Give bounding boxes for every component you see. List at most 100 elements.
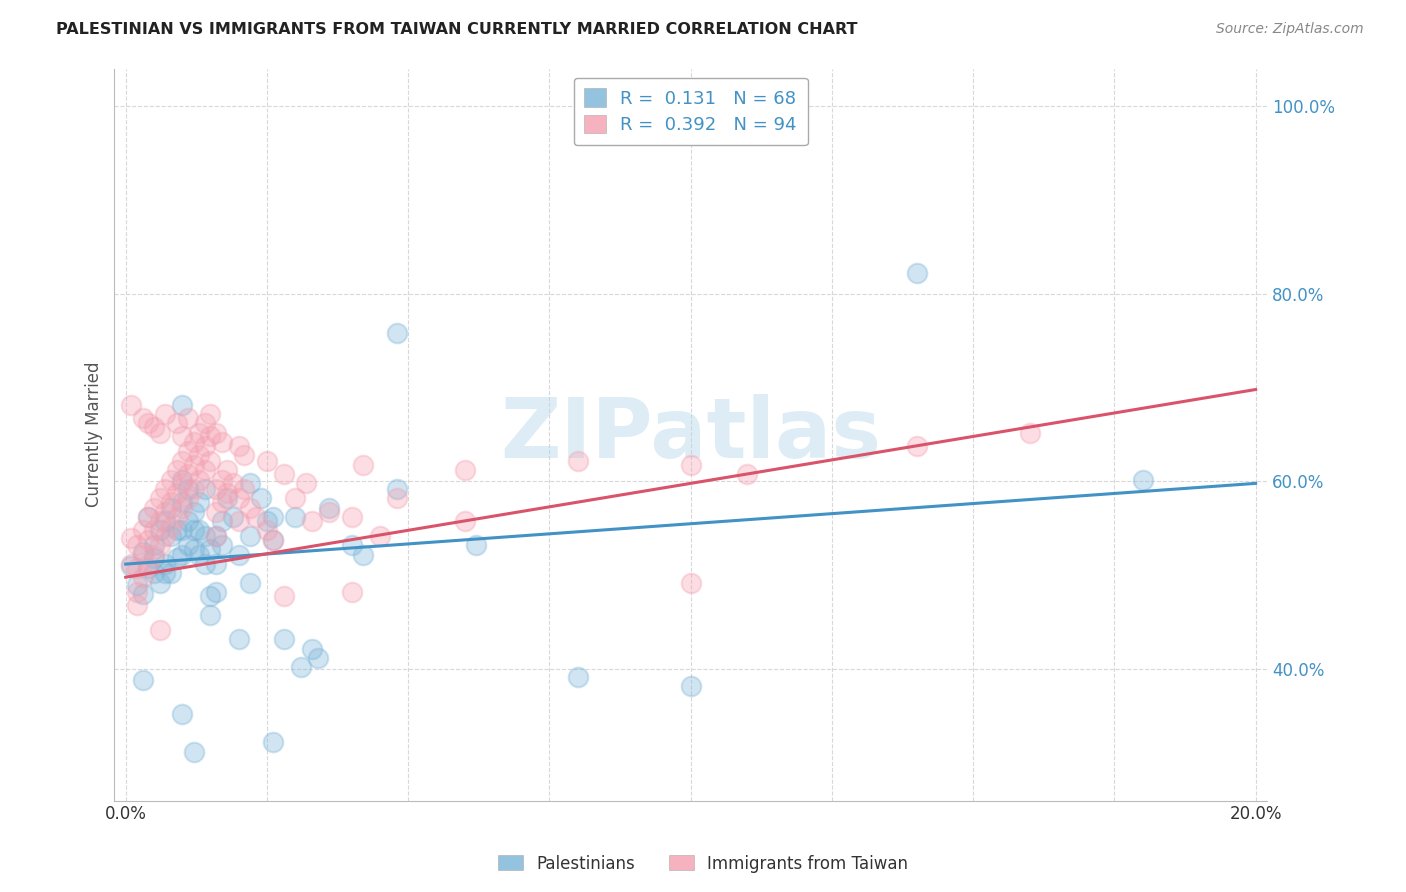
Point (120, 558, 142, 573)
Point (256, 514, 278, 528)
Point (385, 482, 408, 496)
Point (188, 448, 211, 462)
Point (211, 514, 233, 528)
Point (284, 510, 307, 524)
Point (273, 467, 295, 481)
Point (200, 429, 222, 443)
Point (273, 632, 295, 647)
Point (172, 524, 194, 538)
Point (205, 504, 228, 518)
Point (188, 425, 211, 440)
Point (131, 548, 153, 562)
Point (131, 673, 153, 688)
Point (245, 510, 267, 524)
Point (183, 458, 205, 472)
Point (172, 548, 194, 562)
Point (131, 524, 153, 538)
Point (905, 266, 928, 280)
Point (679, 458, 702, 472)
Point (166, 510, 188, 524)
Point (679, 679, 702, 693)
Point (143, 548, 166, 562)
Point (239, 500, 262, 515)
Point (217, 491, 239, 506)
Point (905, 439, 928, 453)
Point (172, 476, 194, 491)
Point (125, 561, 148, 575)
Point (385, 491, 408, 506)
Point (143, 500, 166, 515)
Point (136, 557, 159, 571)
Point (307, 651, 329, 665)
Point (188, 524, 211, 538)
Point (211, 435, 233, 450)
Point (228, 491, 250, 506)
Point (172, 500, 194, 515)
Point (194, 417, 217, 431)
Point (352, 548, 374, 562)
Point (172, 454, 194, 468)
Point (290, 660, 312, 674)
Point (160, 500, 183, 515)
Point (160, 495, 183, 509)
Point (262, 533, 284, 547)
Point (120, 531, 142, 545)
Point (166, 463, 188, 477)
Point (143, 551, 166, 566)
Point (183, 504, 205, 518)
Point (340, 538, 363, 552)
Point (177, 467, 200, 481)
Point (155, 407, 177, 421)
Point (155, 557, 177, 571)
Point (211, 495, 233, 509)
Point (239, 575, 262, 590)
Point (735, 467, 758, 481)
Point (188, 548, 211, 562)
Point (211, 538, 233, 552)
Point (256, 454, 278, 468)
Point (131, 410, 153, 425)
Point (177, 410, 200, 425)
Point (301, 641, 323, 656)
Point (172, 473, 194, 487)
Point (155, 482, 177, 496)
Point (120, 398, 142, 412)
Point (136, 417, 159, 431)
Point (136, 510, 159, 524)
Point (136, 533, 159, 547)
Point (194, 482, 217, 496)
Point (131, 570, 153, 584)
Point (125, 585, 148, 599)
Point (131, 587, 153, 601)
Point (125, 599, 148, 613)
Point (177, 491, 200, 506)
Point (368, 529, 391, 543)
Point (200, 407, 222, 421)
Point (166, 524, 188, 538)
Point (160, 566, 183, 581)
Point (188, 495, 211, 509)
Point (228, 632, 250, 647)
Point (453, 463, 475, 477)
Point (155, 514, 177, 528)
Point (155, 566, 177, 581)
Legend: R =  0.131   N = 68, R =  0.392   N = 94: R = 0.131 N = 68, R = 0.392 N = 94 (574, 78, 808, 145)
Point (143, 566, 166, 581)
Point (284, 491, 307, 506)
Point (250, 491, 273, 506)
Point (136, 561, 159, 575)
Point (155, 504, 177, 518)
Point (177, 482, 200, 496)
Point (567, 454, 589, 468)
Point (200, 589, 222, 603)
Point (149, 575, 172, 590)
Point (273, 589, 295, 603)
Point (194, 529, 217, 543)
Point (125, 578, 148, 592)
Point (194, 439, 217, 453)
Point (149, 491, 172, 506)
Point (131, 545, 153, 559)
Point (183, 435, 205, 450)
Point (172, 398, 194, 412)
Point (183, 542, 205, 557)
